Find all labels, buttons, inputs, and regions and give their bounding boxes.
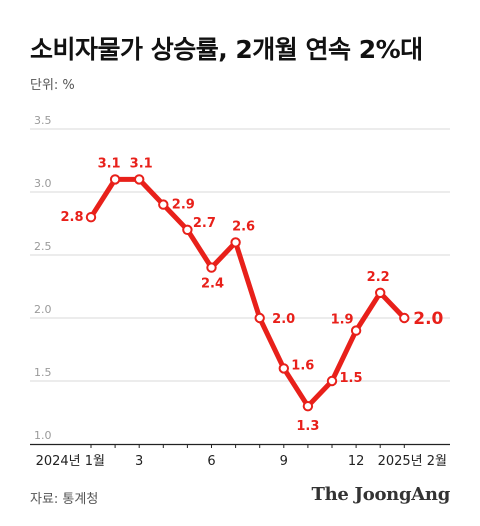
y-tick-label: 2.5	[34, 240, 52, 253]
x-tick-label: 9	[280, 454, 288, 469]
data-label: 2.0	[413, 309, 443, 329]
x-tick-label: 6	[207, 454, 215, 469]
page-title: 소비자물가 상승률, 2개월 연속 2%대	[30, 35, 423, 64]
data-point	[302, 401, 314, 412]
data-point	[230, 237, 241, 248]
data-label: 3.1	[98, 156, 121, 171]
data-points	[85, 174, 410, 412]
x-tick-label: 2024년 1월	[36, 454, 105, 469]
y-axis-ticks: 1.0 1.5 2.0 2.5 3.0 3.5	[34, 114, 52, 442]
data-point	[206, 262, 217, 273]
data-point	[158, 199, 169, 210]
x-tick-label: 3	[135, 454, 143, 469]
data-point	[278, 363, 289, 374]
y-tick-label: 1.0	[34, 429, 52, 442]
brand-logo: The JoongAng	[311, 484, 451, 505]
data-point	[350, 325, 362, 336]
data-label: 2.4	[201, 277, 224, 292]
data-point	[399, 312, 410, 324]
data-label: 3.1	[130, 156, 153, 171]
data-point	[85, 212, 97, 223]
y-tick-label: 2.0	[34, 303, 52, 316]
data-label: 2.9	[172, 198, 195, 213]
x-tick-label: 2025년 2월	[378, 454, 447, 469]
data-label: 1.3	[296, 419, 319, 434]
y-tick-label: 3.0	[34, 177, 52, 190]
data-point	[375, 287, 386, 298]
data-label: 1.5	[339, 371, 362, 386]
x-axis: 2024년 1월 3 6 9 12 2025년 2월	[30, 443, 450, 469]
data-label: 1.6	[291, 358, 314, 373]
data-label: 2.8	[60, 210, 83, 225]
series-line-path	[88, 176, 407, 409]
series-line	[88, 176, 407, 409]
data-point	[109, 174, 121, 185]
data-point	[326, 375, 338, 387]
data-label: 1.9	[331, 313, 354, 328]
data-point	[254, 312, 265, 324]
data-point	[134, 174, 145, 185]
y-tick-label: 3.5	[34, 114, 52, 127]
data-point	[182, 224, 193, 236]
y-tick-label: 1.5	[34, 366, 52, 379]
data-labels: 2.8 3.1 3.1 2.9 2.7 2.4 2.6 2.0 1.6 1.3 1.5 1.9 2.2 2…	[60, 156, 443, 434]
data-label: 2.0	[272, 312, 295, 327]
data-label: 2.7	[193, 216, 216, 231]
data-label: 2.6	[232, 219, 255, 234]
data-label: 2.2	[367, 270, 390, 285]
x-tick-label: 12	[348, 454, 365, 469]
unit-label: 단위: %	[30, 78, 75, 93]
grid-lines	[30, 128, 450, 382]
source-note: 자료: 통계청	[30, 492, 99, 507]
